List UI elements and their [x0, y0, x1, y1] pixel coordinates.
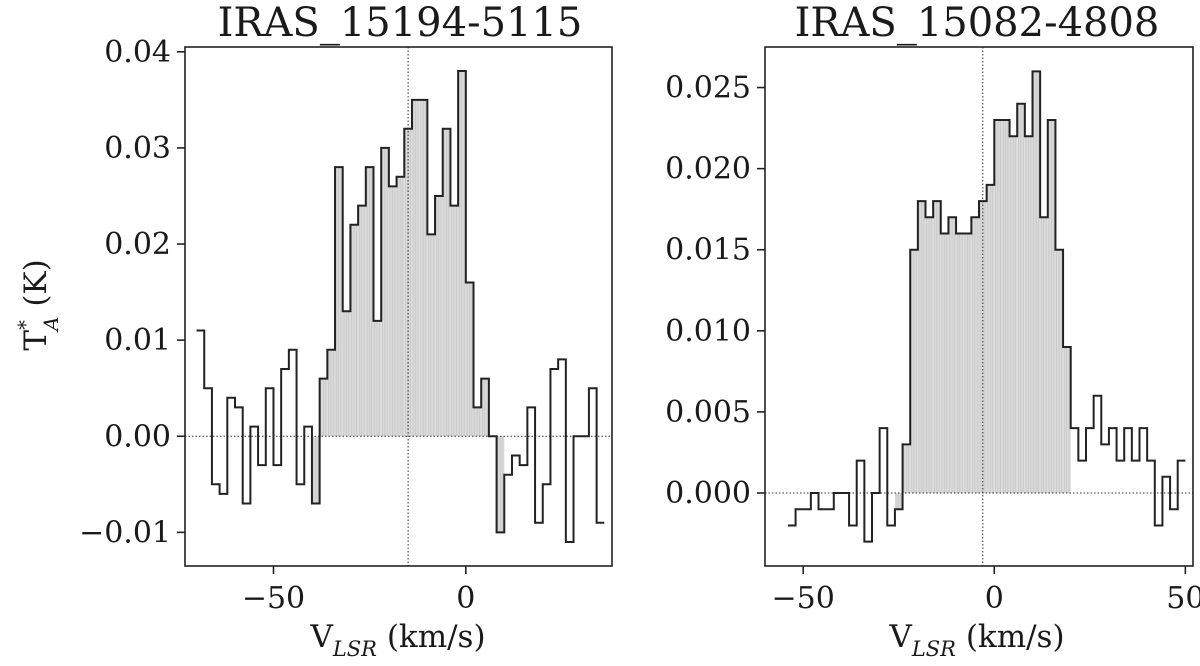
x-axis-label: VLSR (km/s) — [888, 619, 1064, 661]
y-axis-label-unit: (K) — [18, 259, 54, 316]
x-axis-label-subscript: LSR — [911, 637, 956, 661]
x-tick-label: 0 — [456, 581, 475, 616]
y-tick-label: 0.00 — [104, 419, 171, 454]
x-axis-label-main: V — [888, 619, 912, 655]
x-tick-label: 0 — [985, 581, 1004, 616]
y-tick-label: 0.01 — [104, 323, 171, 358]
spectrum-step-line — [196, 70, 605, 543]
y-axis-label: T* A (K) — [13, 259, 63, 350]
x-tick-label: −50 — [772, 581, 835, 616]
y-tick-label: 0.010 — [665, 314, 751, 349]
y-tick-label: 0.02 — [104, 227, 171, 262]
chart-panel-iras-15194-5115: IRAS_15194-5115 −0.01 0.00 0.01 0.02 0.03 0.0… — [79, 0, 613, 616]
y-axis-label-main: T — [18, 330, 54, 351]
chart-panel-iras-15082-4808: IRAS_15082-4808 0.000 0.005 0.010 0.015 0.02… — [665, 0, 1200, 616]
x-axis-label: VLSR (km/s) — [309, 619, 485, 661]
y-tick-label: 0.000 — [665, 476, 751, 511]
axes-frame — [184, 46, 613, 567]
y-tick-label: 0.03 — [104, 131, 171, 166]
y-tick-label: 0.015 — [665, 233, 751, 268]
chart-title: IRAS_15194-5115 — [218, 0, 583, 46]
spectrum-step-line — [787, 70, 1186, 543]
axes-frame — [764, 46, 1194, 567]
y-tick-label: 0.025 — [665, 71, 751, 106]
chart-title: IRAS_15082-4808 — [795, 0, 1160, 46]
y-tick-label: −0.01 — [79, 515, 171, 550]
shaded-region — [894, 71, 1071, 510]
x-tick-label: 50 — [1166, 581, 1200, 616]
x-axis-label-main: V — [309, 619, 333, 655]
x-axis-label-unit: (km/s) — [956, 619, 1065, 655]
x-axis-label-subscript: LSR — [332, 637, 377, 661]
y-tick-label: 0.020 — [665, 152, 751, 187]
y-tick-label: 0.005 — [665, 395, 751, 430]
x-tick-label: −50 — [242, 581, 305, 616]
y-axis-label-subscript: A — [39, 317, 63, 333]
y-tick-label: 0.04 — [104, 35, 171, 70]
y-axis-label-superscript: * — [13, 320, 37, 330]
x-axis-label-unit: (km/s) — [377, 619, 486, 655]
shaded-region — [311, 71, 505, 533]
